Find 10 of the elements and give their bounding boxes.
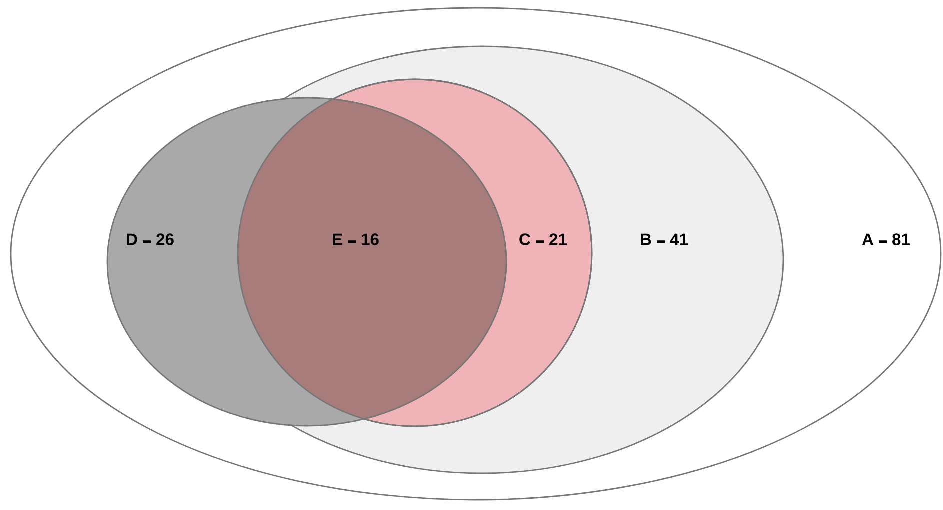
category-label: A — [862, 234, 874, 246]
data-label: 81 — [892, 234, 910, 246]
data-label: 26 — [156, 234, 174, 246]
category-label: D — [127, 234, 138, 246]
data-label: 16 — [362, 234, 379, 246]
data-label: 41 — [670, 234, 688, 246]
category-label: B — [641, 234, 652, 246]
data-label: 21 — [550, 234, 568, 246]
category-label: C — [520, 234, 531, 246]
category-label: E — [332, 234, 342, 246]
